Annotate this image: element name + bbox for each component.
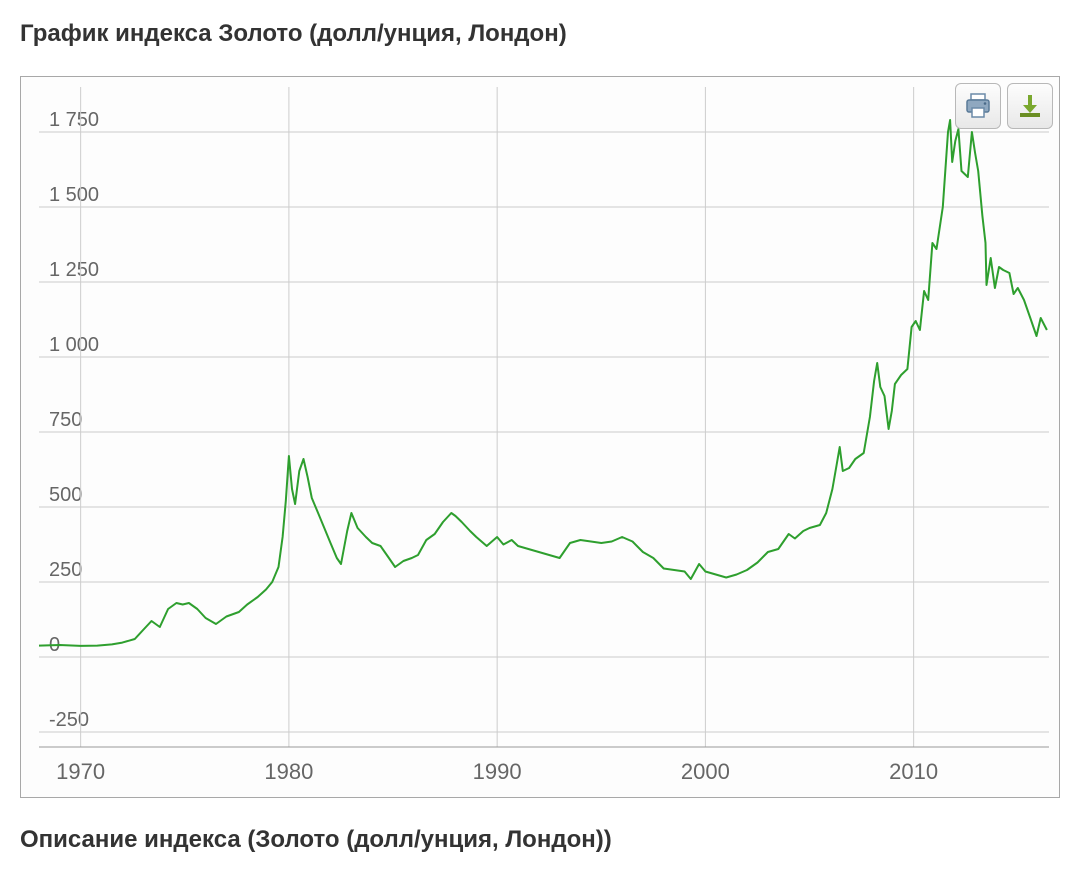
svg-text:250: 250 xyxy=(49,559,82,581)
svg-text:1 000: 1 000 xyxy=(49,334,99,356)
svg-text:1 750: 1 750 xyxy=(49,109,99,131)
svg-text:2000: 2000 xyxy=(681,759,730,784)
series-gold-price xyxy=(39,120,1047,646)
svg-text:2010: 2010 xyxy=(889,759,938,784)
svg-text:1 250: 1 250 xyxy=(49,259,99,281)
svg-text:1 500: 1 500 xyxy=(49,184,99,206)
chart-toolbar xyxy=(955,83,1053,129)
download-icon xyxy=(1016,93,1044,119)
svg-text:1980: 1980 xyxy=(264,759,313,784)
chart-title: График индекса Золото (долл/унция, Лондо… xyxy=(20,20,1060,48)
chart-container: -25002505007501 0001 2501 5001 750197019… xyxy=(20,76,1060,798)
svg-text:-250: -250 xyxy=(49,709,89,731)
svg-text:1990: 1990 xyxy=(473,759,522,784)
download-button[interactable] xyxy=(1007,83,1053,129)
svg-text:1970: 1970 xyxy=(56,759,105,784)
svg-text:500: 500 xyxy=(49,484,82,506)
svg-text:750: 750 xyxy=(49,409,82,431)
print-icon xyxy=(964,93,992,119)
print-button[interactable] xyxy=(955,83,1001,129)
footer-title: Описание индекса (Золото (долл/унция, Ло… xyxy=(20,826,1060,854)
chart-svg: -25002505007501 0001 2501 5001 750197019… xyxy=(21,77,1061,797)
